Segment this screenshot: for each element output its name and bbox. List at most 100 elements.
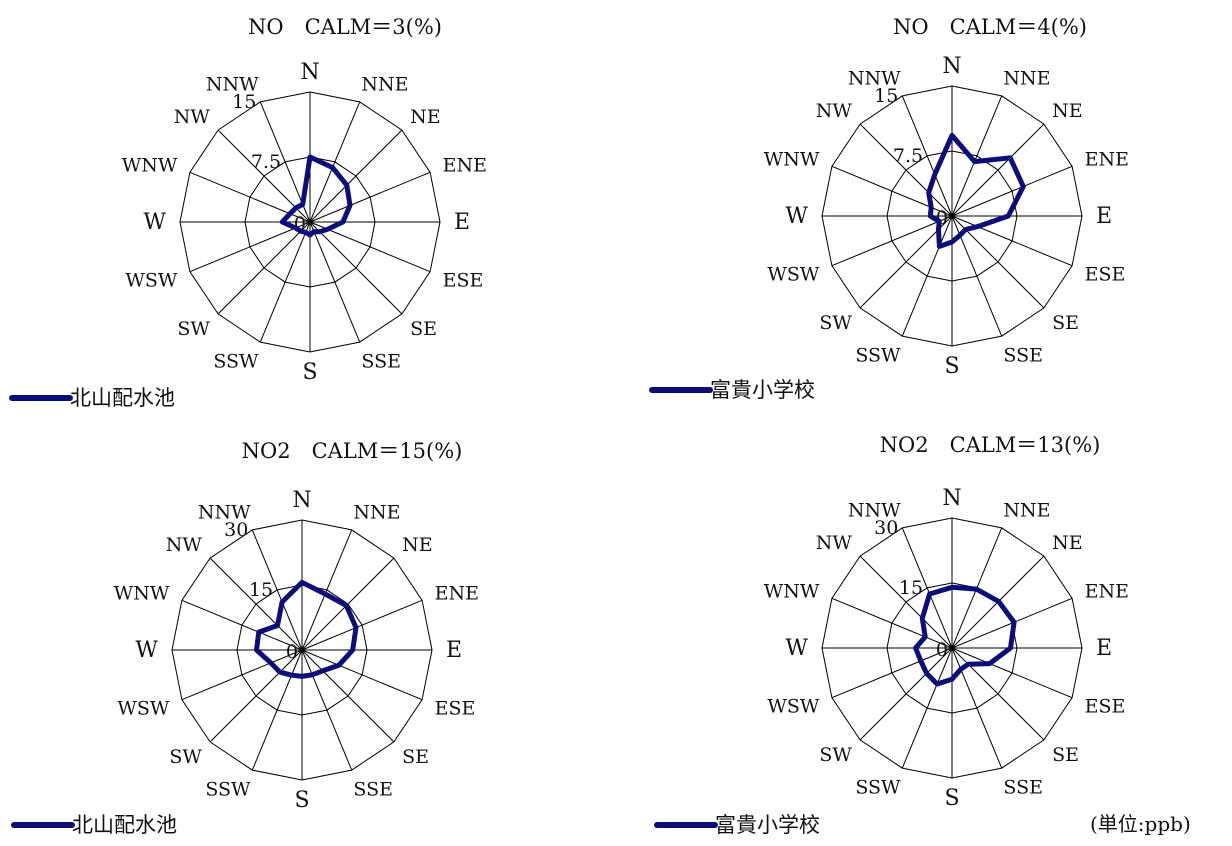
direction-label-E: E [1096, 636, 1112, 661]
direction-label-SW: SW [177, 318, 210, 340]
direction-label-ENE: ENE [443, 155, 487, 177]
direction-label-SSW: SSW [213, 351, 259, 373]
spoke-WSW [189, 221, 311, 273]
direction-label-NNE: NNE [1003, 499, 1050, 521]
spoke-ENE [951, 165, 1073, 217]
direction-label-WSW: WSW [767, 263, 820, 285]
legend: 北山配水池 [9, 386, 175, 410]
spoke-SE [301, 649, 395, 743]
wind-rose-chart-2: NO CALM＝4(%)157.50N NNENEENEEESESESSESSSW… [649, 15, 1129, 402]
direction-label-SE: SE [410, 318, 437, 340]
spoke-NNE [301, 529, 353, 651]
tick-label: 15 [874, 85, 898, 107]
spoke-ENE [309, 171, 431, 223]
direction-label-ENE: ENE [1085, 149, 1129, 171]
spoke-SSW [901, 215, 953, 337]
direction-label-WNW: WNW [764, 581, 820, 603]
direction-label-NW: NW [166, 534, 203, 556]
direction-label-SSE: SSE [1003, 345, 1043, 367]
direction-label-SE: SE [402, 746, 429, 768]
tick-label: 7.5 [893, 145, 923, 167]
spoke-NNW [251, 529, 303, 651]
direction-label-W: W [143, 210, 166, 235]
tick-label: 0 [936, 639, 948, 661]
direction-label-SSE: SSE [353, 779, 393, 801]
series-line [926, 132, 1026, 249]
direction-label-ENE: ENE [1085, 581, 1129, 603]
unit-note: (単位:ppb) [1090, 812, 1191, 836]
chart-title: NO2 CALM＝13(%) [880, 433, 1101, 457]
direction-label-NW: NW [816, 532, 853, 554]
tick-label: 0 [286, 641, 298, 663]
spoke-NE [951, 123, 1045, 217]
direction-label-SSW: SSW [205, 779, 251, 801]
direction-label-NNW: NNW [206, 73, 259, 95]
direction-label-SW: SW [819, 744, 852, 766]
direction-label-SE: SE [1052, 744, 1079, 766]
spoke-NW [859, 123, 953, 217]
direction-label-NNW: NNW [848, 67, 901, 89]
legend: 富貴小学校 [654, 813, 820, 837]
direction-label-NE: NE [1052, 532, 1083, 554]
spoke-WSW [181, 649, 303, 701]
wind-rose-chart-1: NO CALM＝3(%)157.50N NNENEENEEESESESSESSSW… [9, 15, 487, 410]
direction-label-NW: NW [174, 106, 211, 128]
legend-label: 北山配水池 [72, 813, 177, 837]
spoke-NW [209, 557, 303, 651]
direction-label-NNE: NNE [361, 73, 408, 95]
direction-label-NNW: NNW [198, 501, 251, 523]
spoke-ENE [301, 599, 423, 651]
spoke-WNW [831, 597, 953, 649]
spoke-SE [309, 221, 403, 315]
spoke-NNW [901, 95, 953, 217]
spoke-WSW [831, 215, 953, 267]
direction-label-SW: SW [169, 746, 202, 768]
direction-label-SE: SE [1052, 312, 1079, 334]
spoke-NNE [309, 101, 361, 223]
direction-label-SSW: SSW [855, 777, 901, 799]
direction-label-N: N [300, 60, 319, 85]
direction-label-WNW: WNW [122, 155, 178, 177]
direction-label-NW: NW [816, 100, 853, 122]
direction-label-S: S [944, 786, 959, 811]
tick-label: 15 [899, 577, 923, 599]
series-line [254, 579, 359, 679]
spoke-SW [217, 221, 311, 315]
spoke-SSW [251, 649, 303, 771]
spoke-SW [859, 647, 953, 741]
spoke-ESE [951, 215, 1073, 267]
spoke-SSW [901, 647, 953, 769]
spoke-SSE [309, 221, 361, 343]
direction-label-W: W [785, 636, 808, 661]
direction-label-NNW: NNW [848, 499, 901, 521]
tick-label: 30 [874, 517, 898, 539]
direction-label-SSE: SSE [1003, 777, 1043, 799]
spoke-SSW [259, 221, 311, 343]
spoke-WNW [181, 599, 303, 651]
chart-title: NO CALM＝3(%) [248, 15, 442, 39]
direction-label-SW: SW [819, 312, 852, 334]
direction-label-ESE: ESE [1085, 263, 1126, 285]
legend-label: 富貴小学校 [715, 813, 820, 837]
direction-label-W: W [785, 204, 808, 229]
spoke-NNW [901, 527, 953, 649]
direction-label-NE: NE [1052, 100, 1083, 122]
direction-label-N: N [942, 54, 961, 79]
legend-label: 富貴小学校 [710, 378, 815, 402]
direction-label-WSW: WSW [117, 697, 170, 719]
direction-label-WNW: WNW [764, 149, 820, 171]
direction-label-E: E [454, 210, 470, 235]
tick-label: 30 [224, 519, 248, 541]
direction-label-NE: NE [402, 534, 433, 556]
spoke-SE [951, 647, 1045, 741]
spoke-WSW [831, 647, 953, 699]
direction-label-N: N [292, 488, 311, 513]
legend: 北山配水池 [11, 813, 177, 837]
direction-label-WSW: WSW [125, 269, 178, 291]
spoke-SSE [301, 649, 353, 771]
chart-title: NO2 CALM＝15(%) [242, 439, 463, 463]
legend-label: 北山配水池 [70, 386, 175, 410]
